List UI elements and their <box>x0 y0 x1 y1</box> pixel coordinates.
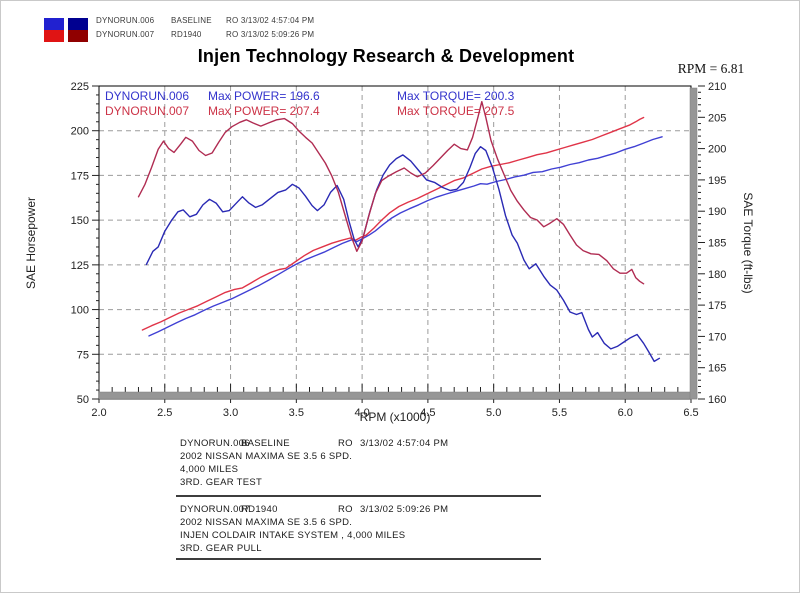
footer-block2-row3: INJEN COLDAIR INTAKE SYSTEM , 4,000 MILE… <box>180 530 406 541</box>
tick-label: 150 <box>71 215 89 227</box>
logo-run2-swatch <box>68 18 88 42</box>
footer-divider-2 <box>176 558 541 560</box>
run-name: DYNORUN.006 <box>96 16 155 25</box>
tick-label: 205 <box>708 112 726 124</box>
tick-label: 180 <box>708 269 726 281</box>
cursor-bar-horizontal[interactable] <box>98 391 698 400</box>
legend-run-name: DYNORUN.006 <box>105 89 190 103</box>
tick-label: 125 <box>71 260 89 272</box>
footer-block1-row3: 4,000 MILES <box>180 464 239 475</box>
tick-label: 5.5 <box>552 407 567 419</box>
footer-run-name: DYNORUN.006 <box>180 438 250 449</box>
plot-border <box>98 85 692 400</box>
chart-gridlines <box>99 86 691 399</box>
legend-max-power: Max POWER= 196.6 <box>208 89 320 103</box>
tick-label: 3.0 <box>223 407 238 419</box>
logo-run1-swatch <box>44 18 64 42</box>
tick-label: 2.5 <box>157 407 172 419</box>
tick-label: 185 <box>708 238 726 250</box>
legend-max-power: Max POWER= 207.4 <box>208 104 320 118</box>
tick-label: 100 <box>71 305 89 317</box>
rpm-cursor-readout: RPM = 6.81 <box>677 61 745 76</box>
logo-bright-blue-square <box>44 18 64 30</box>
run-timestamp: RO 3/13/02 4:57:04 PM <box>226 16 315 25</box>
tick-label: 6.0 <box>618 407 633 419</box>
series-torque-006 <box>145 146 661 363</box>
tick-label: 195 <box>708 175 726 187</box>
footer-block1-row2: 2002 NISSAN MAXIMA SE 3.5 6 SPD. <box>180 451 353 462</box>
axis-ticks <box>92 85 705 403</box>
tick-label: 50 <box>77 394 89 406</box>
footer-block2-row4: 3RD. GEAR PULL <box>180 543 262 554</box>
tick-label: 160 <box>708 394 726 406</box>
left-axis-title: SAE Horsepower <box>24 196 38 290</box>
footer-run-label: RD1940 <box>241 504 278 515</box>
right-axis-title: SAE Torque (ft-lbs) <box>741 192 755 294</box>
tick-label: 175 <box>71 170 89 182</box>
tick-label: 175 <box>708 300 726 312</box>
series-power-006 <box>148 136 663 337</box>
footer-block1-row4: 3RD. GEAR TEST <box>180 477 263 488</box>
tick-label: 3.5 <box>289 407 304 419</box>
series-power-007 <box>141 116 645 331</box>
legend-run-name: DYNORUN.007 <box>105 104 190 118</box>
x-axis-title: RPM (x1000) <box>359 410 431 424</box>
tick-label: 170 <box>708 331 726 343</box>
legend-max-torque: Max TORQUE= 207.5 <box>397 104 515 118</box>
tick-label: 6.5 <box>683 407 698 419</box>
run-timestamp: RO 3/13/02 5:09:26 PM <box>226 30 315 39</box>
tick-label: 165 <box>708 363 726 375</box>
page-title: Injen Technology Research & Development <box>197 46 575 66</box>
tick-label: 225 <box>71 81 89 93</box>
tick-label: 200 <box>71 126 89 138</box>
cursor-bars[interactable] <box>98 87 698 400</box>
run-label: BASELINE <box>171 16 212 25</box>
logo-dark-red-square <box>68 30 88 42</box>
logo-bright-red-square <box>44 30 64 42</box>
tick-label: 2.0 <box>91 407 106 419</box>
footer-block2-row2: 2002 NISSAN MAXIMA SE 3.5 6 SPD. <box>180 517 353 528</box>
cursor-bar-vertical[interactable] <box>689 87 698 400</box>
run-name: DYNORUN.007 <box>96 30 155 39</box>
footer-run-name: DYNORUN.007 <box>180 504 250 515</box>
footer-divider-1 <box>176 495 541 497</box>
logo-dark-blue-square <box>68 18 88 30</box>
footer-datetime: 3/13/02 4:57:04 PM <box>360 438 449 449</box>
run-label: RD1940 <box>171 30 202 39</box>
tick-label: 4.0 <box>354 407 369 419</box>
tick-label: 210 <box>708 81 726 93</box>
legend-max-torque: Max TORQUE= 200.3 <box>397 89 515 103</box>
footer-ro: RO <box>338 438 353 449</box>
series-torque-007 <box>137 101 645 285</box>
footer-run-label: BASELINE <box>241 438 290 449</box>
tick-label: 4.5 <box>420 407 435 419</box>
footer-ro: RO <box>338 504 353 515</box>
axis-tick-labels: 2.0 2.5 3.0 3.5 4.0 4.5 5.0 5.5 6.0 6.5 225 200 175 1… <box>71 81 727 419</box>
tick-label: 190 <box>708 206 726 218</box>
tick-label: 5.0 <box>486 407 501 419</box>
tick-label: 75 <box>77 349 89 361</box>
footer-datetime: 3/13/02 5:09:26 PM <box>360 504 449 515</box>
tick-label: 200 <box>708 144 726 156</box>
